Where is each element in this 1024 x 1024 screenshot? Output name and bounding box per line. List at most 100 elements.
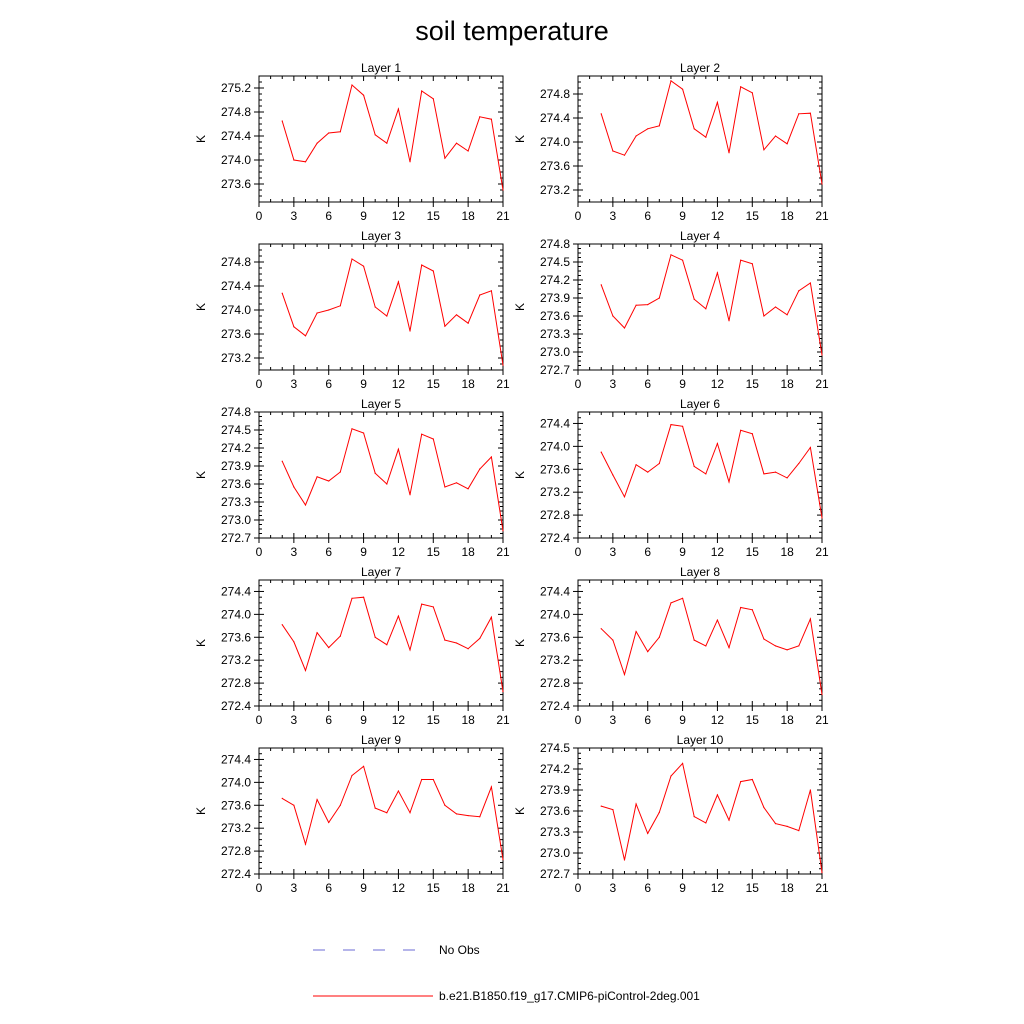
data-point xyxy=(328,821,330,824)
data-point xyxy=(635,304,637,306)
data-point xyxy=(467,488,469,490)
data-point xyxy=(339,131,341,133)
y-tick-label: 273.3 xyxy=(221,495,251,509)
x-tick-label: 18 xyxy=(780,545,794,559)
panel-title: Layer 9 xyxy=(361,733,401,747)
series-line xyxy=(281,428,504,531)
y-axis-label: K xyxy=(513,807,527,815)
data-point xyxy=(716,794,719,796)
data-point xyxy=(821,183,823,185)
data-point xyxy=(455,642,458,644)
x-tick-label: 21 xyxy=(496,713,510,727)
x-tick-label: 6 xyxy=(644,545,651,559)
x-tick-label: 3 xyxy=(610,209,617,223)
x-tick-label: 3 xyxy=(291,545,298,559)
y-tick-label: 274.5 xyxy=(540,741,570,755)
y-tick-label: 274.0 xyxy=(540,135,570,149)
data-point xyxy=(455,482,458,484)
data-point xyxy=(444,157,446,159)
data-point xyxy=(786,649,788,651)
y-tick-label: 274.4 xyxy=(221,279,251,293)
data-point xyxy=(647,304,649,306)
data-point xyxy=(681,425,684,427)
data-point xyxy=(774,823,777,825)
x-tick-label: 21 xyxy=(496,545,510,559)
data-point xyxy=(647,128,649,130)
data-point xyxy=(455,142,458,144)
panel-layer-7: Layer 7 K 0 3 6 9 12 15 18 21 272.4 272.8 273.2 273.6… xyxy=(194,565,510,727)
data-point xyxy=(670,775,672,777)
data-point xyxy=(293,641,295,643)
data-point xyxy=(490,786,492,788)
panel-layer-6: Layer 6 K 0 3 6 9 12 15 18 21 272.4 272.8 273.2 273.6… xyxy=(513,397,829,559)
x-tick-label: 18 xyxy=(780,881,794,895)
x-tick-label: 15 xyxy=(427,209,441,223)
data-point xyxy=(681,597,684,599)
series-line xyxy=(601,762,823,873)
data-point xyxy=(740,86,742,88)
y-tick-label: 273.3 xyxy=(540,327,570,341)
y-axis-label: K xyxy=(513,135,527,143)
data-point xyxy=(670,254,672,256)
data-point xyxy=(705,308,707,310)
plot-frame xyxy=(577,747,823,875)
data-point xyxy=(728,819,730,821)
data-point xyxy=(479,468,481,470)
legend-label: No Obs xyxy=(439,943,480,957)
series-line xyxy=(281,84,504,191)
data-point xyxy=(763,806,765,809)
data-point xyxy=(421,603,423,605)
data-point xyxy=(467,814,469,817)
panel-layer-5: Layer 5 K 0 3 6 9 12 15 18 21 272.7 273.0 273.3 273.6… xyxy=(194,397,510,559)
series-line xyxy=(600,597,823,695)
data-point xyxy=(304,161,307,163)
y-tick-label: 274.8 xyxy=(540,237,570,251)
data-point xyxy=(362,265,365,267)
data-point xyxy=(693,128,695,130)
y-tick-label: 274.2 xyxy=(540,273,570,287)
data-point xyxy=(716,101,719,103)
data-point xyxy=(374,472,376,474)
y-tick-label: 272.8 xyxy=(540,508,570,522)
data-point xyxy=(304,843,307,845)
data-point xyxy=(281,292,283,294)
data-point xyxy=(798,830,800,832)
data-point xyxy=(693,639,695,641)
data-point xyxy=(432,778,434,781)
x-tick-label: 12 xyxy=(711,881,725,895)
panel-title: Layer 3 xyxy=(361,229,401,243)
data-point xyxy=(670,80,672,82)
data-point xyxy=(386,644,388,646)
panel-layer-8: Layer 8 K 0 3 6 9 12 15 18 21 272.4 272.8 273.2 273.6… xyxy=(513,565,829,727)
data-point xyxy=(763,315,765,317)
data-point xyxy=(432,606,434,608)
x-tick-label: 3 xyxy=(291,881,298,895)
y-axis-label: K xyxy=(194,639,208,647)
data-point xyxy=(432,98,434,100)
data-point xyxy=(716,272,719,274)
series-line xyxy=(600,424,823,519)
y-tick-label: 273.2 xyxy=(221,351,251,365)
panel-title: Layer 7 xyxy=(361,565,401,579)
y-tick-label: 273.6 xyxy=(540,630,570,644)
plot-frame xyxy=(258,75,504,203)
y-tick-label: 274.0 xyxy=(540,607,570,621)
x-tick-label: 18 xyxy=(780,713,794,727)
data-point xyxy=(293,326,295,328)
plot-frame xyxy=(258,411,504,539)
data-point xyxy=(740,259,742,261)
data-point xyxy=(409,494,411,496)
data-point xyxy=(705,645,707,647)
data-point xyxy=(421,433,423,435)
series-line xyxy=(281,258,504,366)
data-point xyxy=(774,135,777,137)
y-tick-label: 274.5 xyxy=(540,255,570,269)
plot-frame xyxy=(258,579,504,707)
data-point xyxy=(809,282,811,284)
data-point xyxy=(763,149,765,151)
x-tick-label: 15 xyxy=(746,545,760,559)
y-tick-label: 274.4 xyxy=(540,416,570,430)
data-point xyxy=(397,108,400,110)
data-point xyxy=(397,615,400,617)
y-tick-label: 274.0 xyxy=(221,607,251,621)
